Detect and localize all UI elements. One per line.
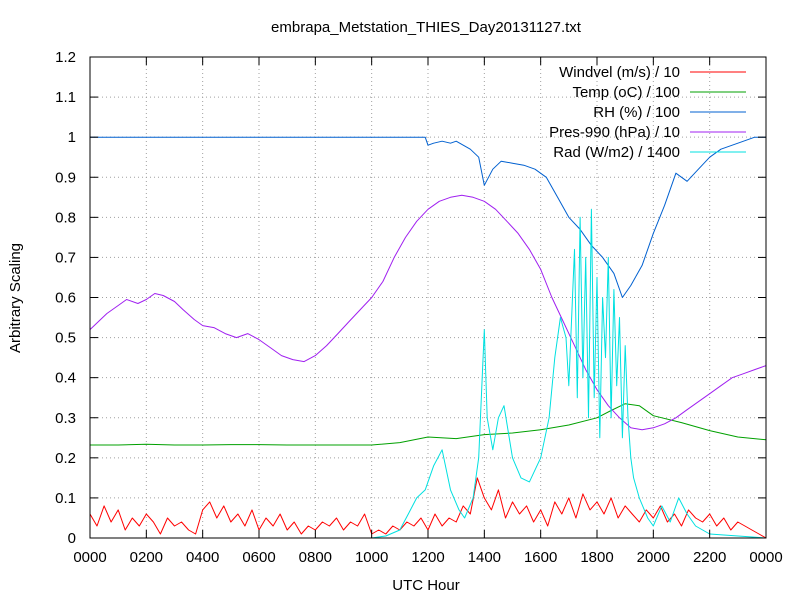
y-tick-label: 0.2 <box>55 450 76 467</box>
y-tick-label: 0.5 <box>55 330 76 347</box>
x-tick-label: 1800 <box>580 549 613 566</box>
y-tick-label: 0.9 <box>55 169 76 186</box>
y-tick-label: 1 <box>68 129 76 146</box>
x-tick-label: 1400 <box>468 549 501 566</box>
legend-label-3: RH (%) / 100 <box>593 104 680 121</box>
x-tick-label: 0600 <box>242 549 275 566</box>
y-tick-label: 0.1 <box>55 490 76 507</box>
x-axis-label: UTC Hour <box>392 577 460 594</box>
series-line-4 <box>89 194 767 431</box>
y-tick-label: 0.8 <box>55 209 76 226</box>
tick-layer: 0 0.1 0.2 0.3 0.4 0.5 0.6 0.7 0.8 0.9 1 1.1 1.2 0000 0… <box>55 49 783 566</box>
x-tick-label: 0400 <box>186 549 219 566</box>
x-tick-label: 1200 <box>411 549 444 566</box>
y-tick-label: 1.2 <box>55 49 76 66</box>
y-tick-label: 0.4 <box>55 370 76 387</box>
chart-title: embrapa_Metstation_THIES_Day20131127.txt <box>271 19 582 36</box>
y-tick-label: 0 <box>68 530 76 547</box>
series-line-5 <box>90 208 767 539</box>
legend-label-4: Pres-990 (hPa) / 10 <box>549 124 680 141</box>
x-tick-label: 0000 <box>749 549 782 566</box>
series-line-2 <box>90 403 767 446</box>
x-tick-label: 2000 <box>637 549 670 566</box>
x-tick-label: 0800 <box>299 549 332 566</box>
y-tick-label: 0.7 <box>55 249 76 266</box>
y-tick-label: 0.6 <box>55 290 76 307</box>
y-tick-label: 1.1 <box>55 89 76 106</box>
x-tick-label: 2200 <box>693 549 726 566</box>
x-tick-label: 1600 <box>524 549 557 566</box>
series-line-3 <box>90 136 766 298</box>
x-tick-label: 0200 <box>130 549 163 566</box>
series-layer <box>89 136 767 539</box>
x-tick-label: 0000 <box>73 549 106 566</box>
legend-label-5: Rad (W/m2) / 1400 <box>553 144 680 161</box>
legend: Windvel (m/s) / 10 Temp (oC) / 100 RH (%) … <box>549 64 746 161</box>
y-tick-label: 0.3 <box>55 410 76 427</box>
x-tick-label: 1000 <box>355 549 388 566</box>
legend-label-1: Windvel (m/s) / 10 <box>559 64 680 81</box>
legend-label-2: Temp (oC) / 100 <box>572 84 680 101</box>
y-axis-label: Arbitrary Scaling <box>7 243 24 353</box>
series-line-1 <box>89 477 767 539</box>
